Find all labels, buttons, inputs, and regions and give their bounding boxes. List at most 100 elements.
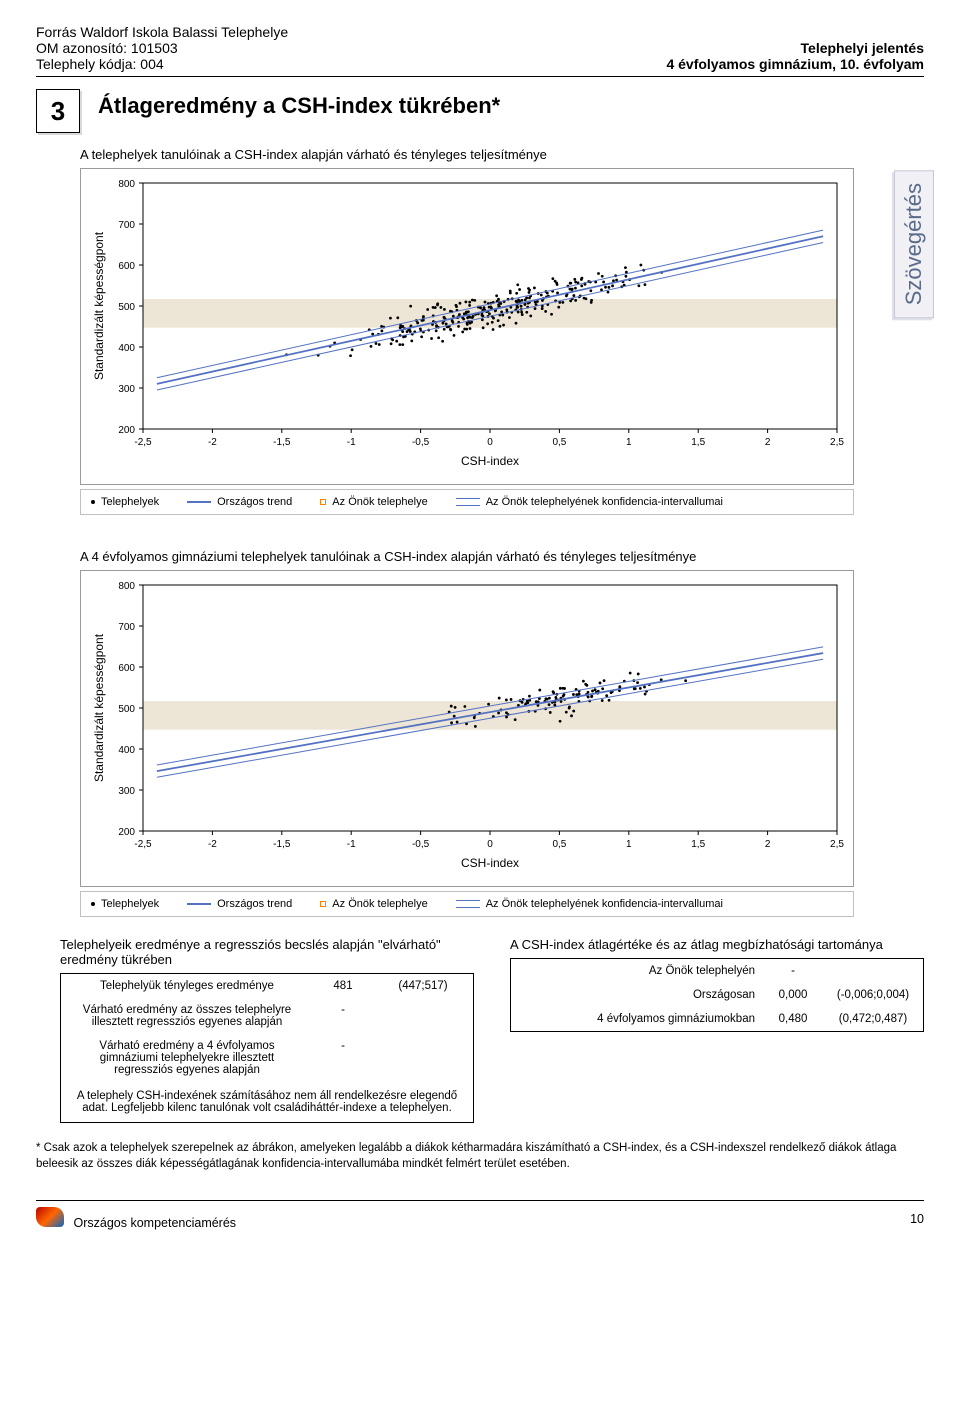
table-row: Az Önök telephelyén- — [511, 959, 923, 983]
site-code: Telephely kódja: 004 — [36, 56, 164, 72]
table-ci: (0,472;0,487) — [823, 1007, 923, 1031]
svg-text:800: 800 — [118, 179, 135, 190]
svg-text:-0,5: -0,5 — [412, 839, 430, 850]
chart1-legend: Telephelyek Országos trend Az Önök telephe… — [80, 489, 854, 515]
legend-label: Az Önök telephelye — [332, 496, 427, 508]
legend-label: Az Önök telephelyének konfidencia-interv… — [486, 898, 723, 910]
svg-text:200: 200 — [118, 827, 135, 838]
svg-text:Standardizált képességpont: Standardizált képességpont — [92, 231, 106, 380]
svg-text:-1,5: -1,5 — [273, 839, 291, 850]
svg-text:CSH-index: CSH-index — [461, 856, 519, 870]
legend-item: Telephelyek — [91, 898, 159, 910]
legend-item: Az Önök telephelye — [320, 898, 427, 910]
legend-swatch — [456, 498, 480, 506]
table-row: Telephelyük tényleges eredménye481(447;5… — [61, 974, 473, 998]
table-ci: (447;517) — [373, 974, 473, 998]
svg-text:-2,5: -2,5 — [134, 437, 152, 448]
page-title: Átlageredmény a CSH-index tükrében* — [98, 93, 500, 119]
results-left-heading: Telephelyeik eredménye a regressziós bec… — [60, 937, 474, 967]
results-right-heading: A CSH-index átlagértéke és az átlag megb… — [510, 937, 924, 952]
svg-text:0,5: 0,5 — [552, 437, 566, 448]
svg-text:2,5: 2,5 — [830, 437, 844, 448]
svg-text:-2: -2 — [208, 437, 217, 448]
svg-text:500: 500 — [118, 704, 135, 715]
table-ci — [823, 959, 923, 983]
logo-icon — [36, 1207, 64, 1227]
legend-swatch — [91, 500, 95, 504]
legend-swatch — [187, 903, 211, 905]
legend-swatch — [187, 501, 211, 503]
report-type: Telephelyi jelentés — [801, 40, 924, 56]
table-value: 481 — [313, 974, 373, 998]
svg-text:CSH-index: CSH-index — [461, 454, 519, 468]
svg-text:800: 800 — [118, 581, 135, 592]
table-note: A telephely CSH-indexének számításához n… — [61, 1082, 473, 1122]
legend-label: Az Önök telephelye — [332, 898, 427, 910]
svg-text:1,5: 1,5 — [691, 839, 705, 850]
chart2-legend: Telephelyek Országos trend Az Önök telephe… — [80, 891, 854, 917]
svg-text:1: 1 — [626, 437, 632, 448]
svg-text:400: 400 — [118, 343, 135, 354]
svg-text:2,5: 2,5 — [830, 839, 844, 850]
table-label: Az Önök telephelyén — [511, 959, 763, 983]
svg-text:600: 600 — [118, 663, 135, 674]
table-label: Várható eredmény a 4 évfolyamos gimnáziu… — [61, 1034, 313, 1082]
svg-text:-2: -2 — [208, 839, 217, 850]
school-name: Forrás Waldorf Iskola Balassi Telephelye — [36, 24, 288, 40]
chart1-caption: A telephelyek tanulóinak a CSH-index ala… — [80, 147, 854, 162]
legend-label: Országos trend — [217, 496, 292, 508]
legend-item: Az Önök telephelyének konfidencia-interv… — [456, 898, 723, 910]
table-value: - — [313, 998, 373, 1034]
table-value: 0,000 — [763, 983, 823, 1007]
legend-label: Telephelyek — [101, 496, 159, 508]
sidebar-tab: Szövegértés — [894, 170, 934, 318]
chart2: 200300400500600700800-2,5-2-1,5-1-0,500,… — [80, 570, 854, 887]
header-left: Forrás Waldorf Iskola Balassi Telephelye — [36, 24, 288, 40]
legend-item: Telephelyek — [91, 496, 159, 508]
table-label: Telephelyük tényleges eredménye — [61, 974, 313, 998]
chart1: 200300400500600700800-2,5-2-1,5-1-0,500,… — [80, 168, 854, 485]
svg-text:700: 700 — [118, 622, 135, 633]
svg-text:400: 400 — [118, 745, 135, 756]
results-left-table: Telephelyük tényleges eredménye481(447;5… — [60, 973, 474, 1123]
group-line: 4 évfolyamos gimnázium, 10. évfolyam — [666, 56, 924, 72]
svg-text:200: 200 — [118, 425, 135, 436]
footer: Országos kompetenciamérés 10 — [36, 1200, 924, 1230]
svg-text:2: 2 — [765, 437, 771, 448]
svg-text:0: 0 — [487, 839, 493, 850]
legend-swatch — [456, 900, 480, 908]
table-row: 4 évfolyamos gimnáziumokban0,480(0,472;0… — [511, 1007, 923, 1031]
svg-text:-0,5: -0,5 — [412, 437, 430, 448]
legend-swatch — [91, 902, 95, 906]
table-ci — [373, 998, 473, 1034]
om-id: OM azonosító: 101503 — [36, 40, 178, 56]
page-number-box: 3 — [36, 89, 80, 133]
table-label: Várható eredmény az összes telephelyre i… — [61, 998, 313, 1034]
table-value: 0,480 — [763, 1007, 823, 1031]
svg-text:0: 0 — [487, 437, 493, 448]
legend-label: Telephelyek — [101, 898, 159, 910]
table-value: - — [763, 959, 823, 983]
results-right-table: Az Önök telephelyén-Országosan0,000(-0,0… — [510, 958, 924, 1032]
legend-swatch — [320, 499, 326, 505]
legend-label: Az Önök telephelyének konfidencia-interv… — [486, 496, 723, 508]
svg-text:-2,5: -2,5 — [134, 839, 152, 850]
svg-text:2: 2 — [765, 839, 771, 850]
table-value: - — [313, 1034, 373, 1082]
legend-item: Az Önök telephelyének konfidencia-interv… — [456, 496, 723, 508]
chart2-caption: A 4 évfolyamos gimnáziumi telephelyek ta… — [80, 549, 854, 564]
svg-text:500: 500 — [118, 302, 135, 313]
legend-item: Országos trend — [187, 496, 292, 508]
legend-item: Az Önök telephelye — [320, 496, 427, 508]
table-label: Országosan — [511, 983, 763, 1007]
svg-text:700: 700 — [118, 220, 135, 231]
footer-page: 10 — [910, 1212, 924, 1226]
footer-left: Országos kompetenciamérés — [73, 1216, 236, 1230]
svg-text:600: 600 — [118, 261, 135, 272]
svg-text:Standardizált képességpont: Standardizált képességpont — [92, 633, 106, 782]
table-ci: (-0,006;0,004) — [823, 983, 923, 1007]
table-label: 4 évfolyamos gimnáziumokban — [511, 1007, 763, 1031]
svg-text:1: 1 — [626, 839, 632, 850]
legend-swatch — [320, 901, 326, 907]
legend-label: Országos trend — [217, 898, 292, 910]
